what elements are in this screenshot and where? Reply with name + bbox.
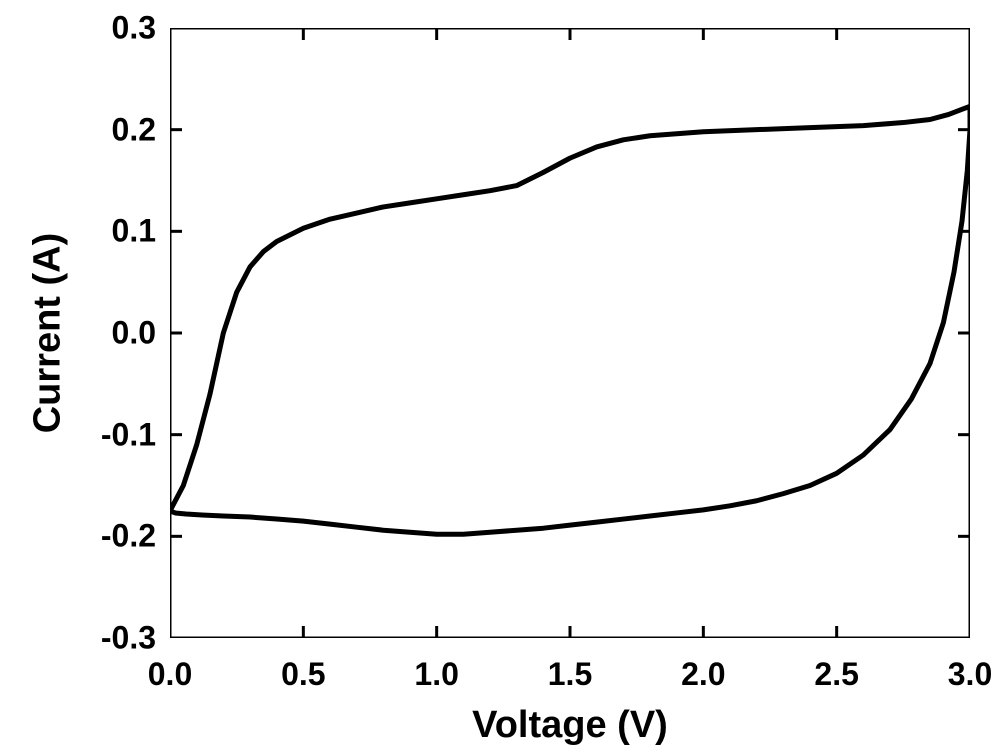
y-tick-label: 0.2 <box>46 111 156 148</box>
y-tick-label: 0.3 <box>46 10 156 47</box>
series-cv-loop <box>170 106 970 534</box>
x-tick-label: 2.5 <box>814 656 858 693</box>
x-tick-label: 3.0 <box>948 656 992 693</box>
x-tick-label: 0.0 <box>148 656 192 693</box>
cv-figure: Voltage (V) Current (A) 0.00.51.01.52.02… <box>0 0 1000 754</box>
y-tick-label: -0.1 <box>46 416 156 453</box>
y-tick-label: -0.2 <box>46 518 156 555</box>
x-tick-label: 2.0 <box>681 656 725 693</box>
x-tick-label: 1.0 <box>414 656 458 693</box>
plot-area <box>170 28 970 638</box>
y-tick-label: 0.0 <box>46 315 156 352</box>
x-tick-label: 0.5 <box>281 656 325 693</box>
plot-svg <box>170 28 970 638</box>
y-tick-label: 0.1 <box>46 213 156 250</box>
x-tick-label: 1.5 <box>548 656 592 693</box>
x-axis-label: Voltage (V) <box>472 704 668 747</box>
y-tick-label: -0.3 <box>46 620 156 657</box>
